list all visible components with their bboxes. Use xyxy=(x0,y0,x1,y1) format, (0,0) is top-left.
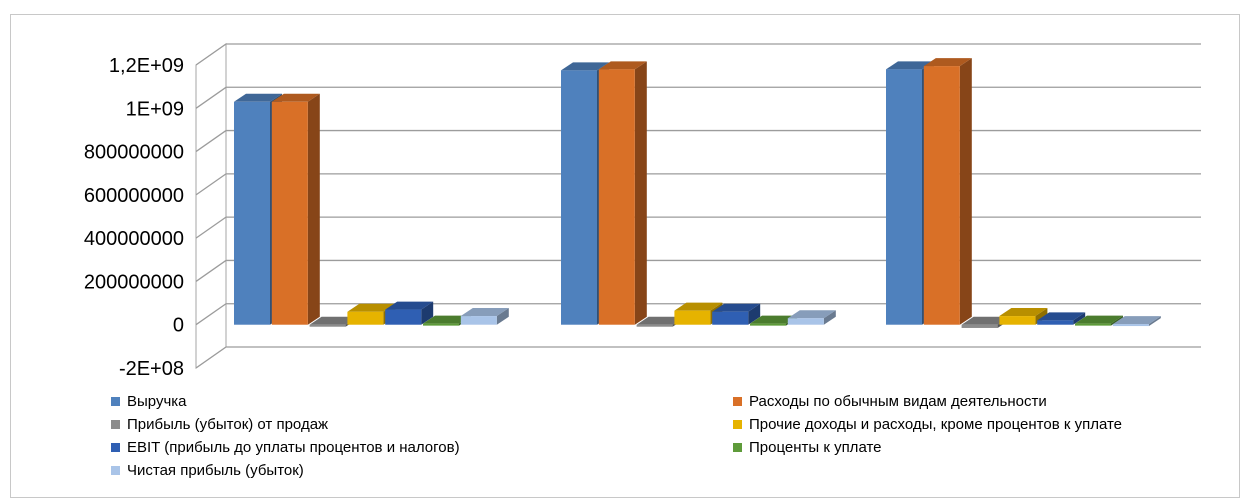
bar xyxy=(886,69,922,325)
bar-top xyxy=(1112,316,1161,325)
bar xyxy=(750,323,786,326)
bar-top xyxy=(787,310,836,319)
bar-top xyxy=(1075,315,1123,324)
legend-item: Чистая прибыль (убыток) xyxy=(111,460,733,480)
bar xyxy=(674,310,711,325)
legend-swatch xyxy=(111,442,120,452)
bar xyxy=(598,69,635,325)
bar-side xyxy=(748,303,761,325)
bar-top xyxy=(271,93,320,102)
y-tick-label: 400000000 xyxy=(84,228,184,250)
y-tick-label: -2E+08 xyxy=(119,358,184,380)
bar-top xyxy=(999,308,1048,317)
chart-legend: Выручка Расходы по обычным видам деятельн… xyxy=(111,391,1231,480)
bar-side xyxy=(496,308,509,325)
bar xyxy=(999,316,1036,325)
bar-top xyxy=(561,62,609,71)
legend-item: Прибыль (убыток) от продаж xyxy=(111,414,733,434)
bar-top xyxy=(886,61,934,70)
bar-side xyxy=(307,93,320,325)
gridline xyxy=(195,346,1201,369)
legend-item: Выручка xyxy=(111,391,733,411)
bar xyxy=(234,101,270,325)
bar xyxy=(460,316,497,325)
bar xyxy=(712,311,749,325)
bar-top xyxy=(636,316,685,325)
gridline xyxy=(195,216,1201,239)
bar-top xyxy=(674,302,723,311)
legend-label: EBIT (прибыль до уплаты процентов и нало… xyxy=(127,438,460,456)
gridline xyxy=(195,173,1201,196)
bar xyxy=(1075,323,1111,326)
bar-top xyxy=(961,316,1010,325)
bar-side xyxy=(959,58,972,325)
y-tick-label: 1,2E+09 xyxy=(109,55,184,77)
chart-side-wall xyxy=(195,43,227,369)
y-tick-label: 200000000 xyxy=(84,271,184,293)
bar-top xyxy=(598,61,647,70)
bar-top xyxy=(385,301,434,310)
bar xyxy=(309,324,346,327)
legend-swatch xyxy=(733,419,742,429)
bar-top xyxy=(750,315,798,324)
bar-side xyxy=(1148,316,1161,327)
bar-top xyxy=(460,308,509,317)
y-tick-label: 1E+09 xyxy=(126,98,184,120)
legend-label: Прибыль (убыток) от продаж xyxy=(127,415,329,433)
bar-top xyxy=(712,303,761,312)
bar xyxy=(1112,324,1149,327)
legend-label: Проценты к уплате xyxy=(749,438,882,456)
legend-swatch xyxy=(111,465,120,475)
bar xyxy=(636,324,673,327)
bar xyxy=(271,101,308,325)
legend-item: Расходы по обычным видам деятельности xyxy=(733,391,1231,411)
y-tick-label: 600000000 xyxy=(84,185,184,207)
legend-item: EBIT (прибыль до уплаты процентов и нало… xyxy=(111,437,733,457)
gridline xyxy=(195,259,1201,282)
legend-label: Расходы по обычным видам деятельности xyxy=(749,392,1047,410)
bar xyxy=(561,70,597,325)
gridline xyxy=(195,129,1201,153)
gridline xyxy=(195,86,1201,109)
bar-side xyxy=(1111,315,1123,326)
bar xyxy=(961,324,998,328)
bar-top xyxy=(1037,312,1086,321)
legend-label: Прочие доходы и расходы, кроме процентов… xyxy=(749,415,1123,433)
bar xyxy=(1037,320,1074,325)
legend-label: Чистая прибыль (убыток) xyxy=(127,461,304,479)
bar-side xyxy=(421,301,434,325)
legend-swatch xyxy=(111,419,120,429)
bar xyxy=(423,323,459,326)
legend-item: Проценты к уплате xyxy=(733,437,1231,457)
chart-plot-area: -2E+08 0 200000000 400000000 600000000 800000… xyxy=(84,43,1201,380)
bar xyxy=(787,318,824,325)
legend-label: Выручка xyxy=(127,392,187,410)
bar-top xyxy=(923,58,972,67)
bar-side xyxy=(634,61,647,325)
bar-top xyxy=(309,316,358,325)
gridline xyxy=(195,303,1201,326)
bar-side xyxy=(823,310,836,325)
bar xyxy=(923,66,960,325)
bar-top xyxy=(347,303,396,312)
bar xyxy=(347,311,384,325)
y-tick-label: 800000000 xyxy=(84,142,184,164)
bar-top xyxy=(234,93,282,102)
chart-frame: -2E+08 0 200000000 400000000 600000000 800000… xyxy=(10,14,1240,498)
bar xyxy=(385,309,422,325)
legend-swatch xyxy=(733,442,742,452)
legend-item: Прочие доходы и расходы, кроме процентов… xyxy=(733,414,1231,434)
legend-swatch xyxy=(733,396,742,406)
y-tick-label: 0 xyxy=(173,315,184,337)
legend-swatch xyxy=(111,396,120,406)
bar-side xyxy=(1073,312,1086,325)
bar-top xyxy=(423,315,471,324)
gridline xyxy=(195,43,1201,66)
